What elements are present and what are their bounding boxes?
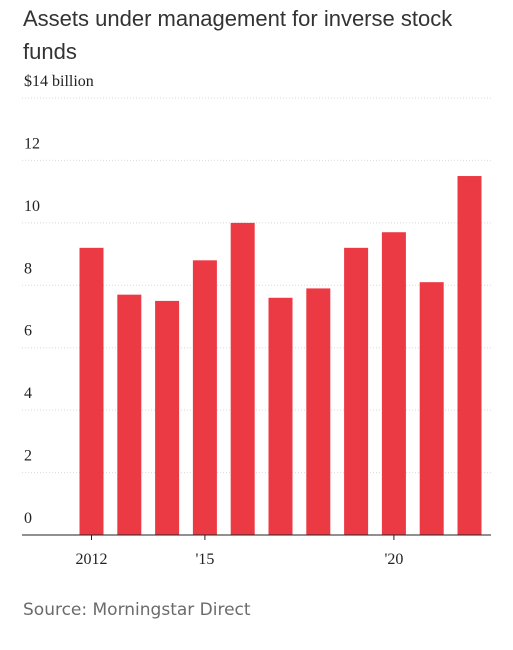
x-tick-labels: 2012 '15 '20 [76,551,404,568]
y-tick-label: 4 [24,385,32,402]
bar-2013 [117,294,142,535]
y-tick-label: 10 [24,198,40,215]
y-tick-label: 6 [24,323,32,340]
bar-2021 [419,282,444,535]
bar-2012 [79,247,104,536]
source-note: Source: Morningstar Direct [23,600,251,620]
y-tick-label: $14 billion [24,73,94,90]
y-tick-label: 2 [24,448,32,465]
y-tick-label: 0 [24,510,32,527]
bar-2015 [192,260,217,535]
x-ticks [91,535,395,540]
bars [79,176,482,536]
bar-2019 [344,247,369,536]
y-tick-label: 12 [24,135,40,152]
bar-2018 [306,288,331,535]
bar-2020 [381,232,406,535]
bar-2014 [155,300,180,535]
chart-title: Assets under management for inverse stoc… [23,6,453,64]
y-tick-labels: $14 billion 12 10 8 6 4 2 0 [24,73,94,527]
x-tick-label: '20 [384,551,403,568]
x-tick-label: 2012 [76,551,108,568]
bar-2022 [457,176,482,536]
x-tick-label: '15 [195,551,214,568]
bar-2016 [230,222,255,535]
bar-2017 [268,297,293,535]
y-tick-label: 8 [24,260,32,277]
